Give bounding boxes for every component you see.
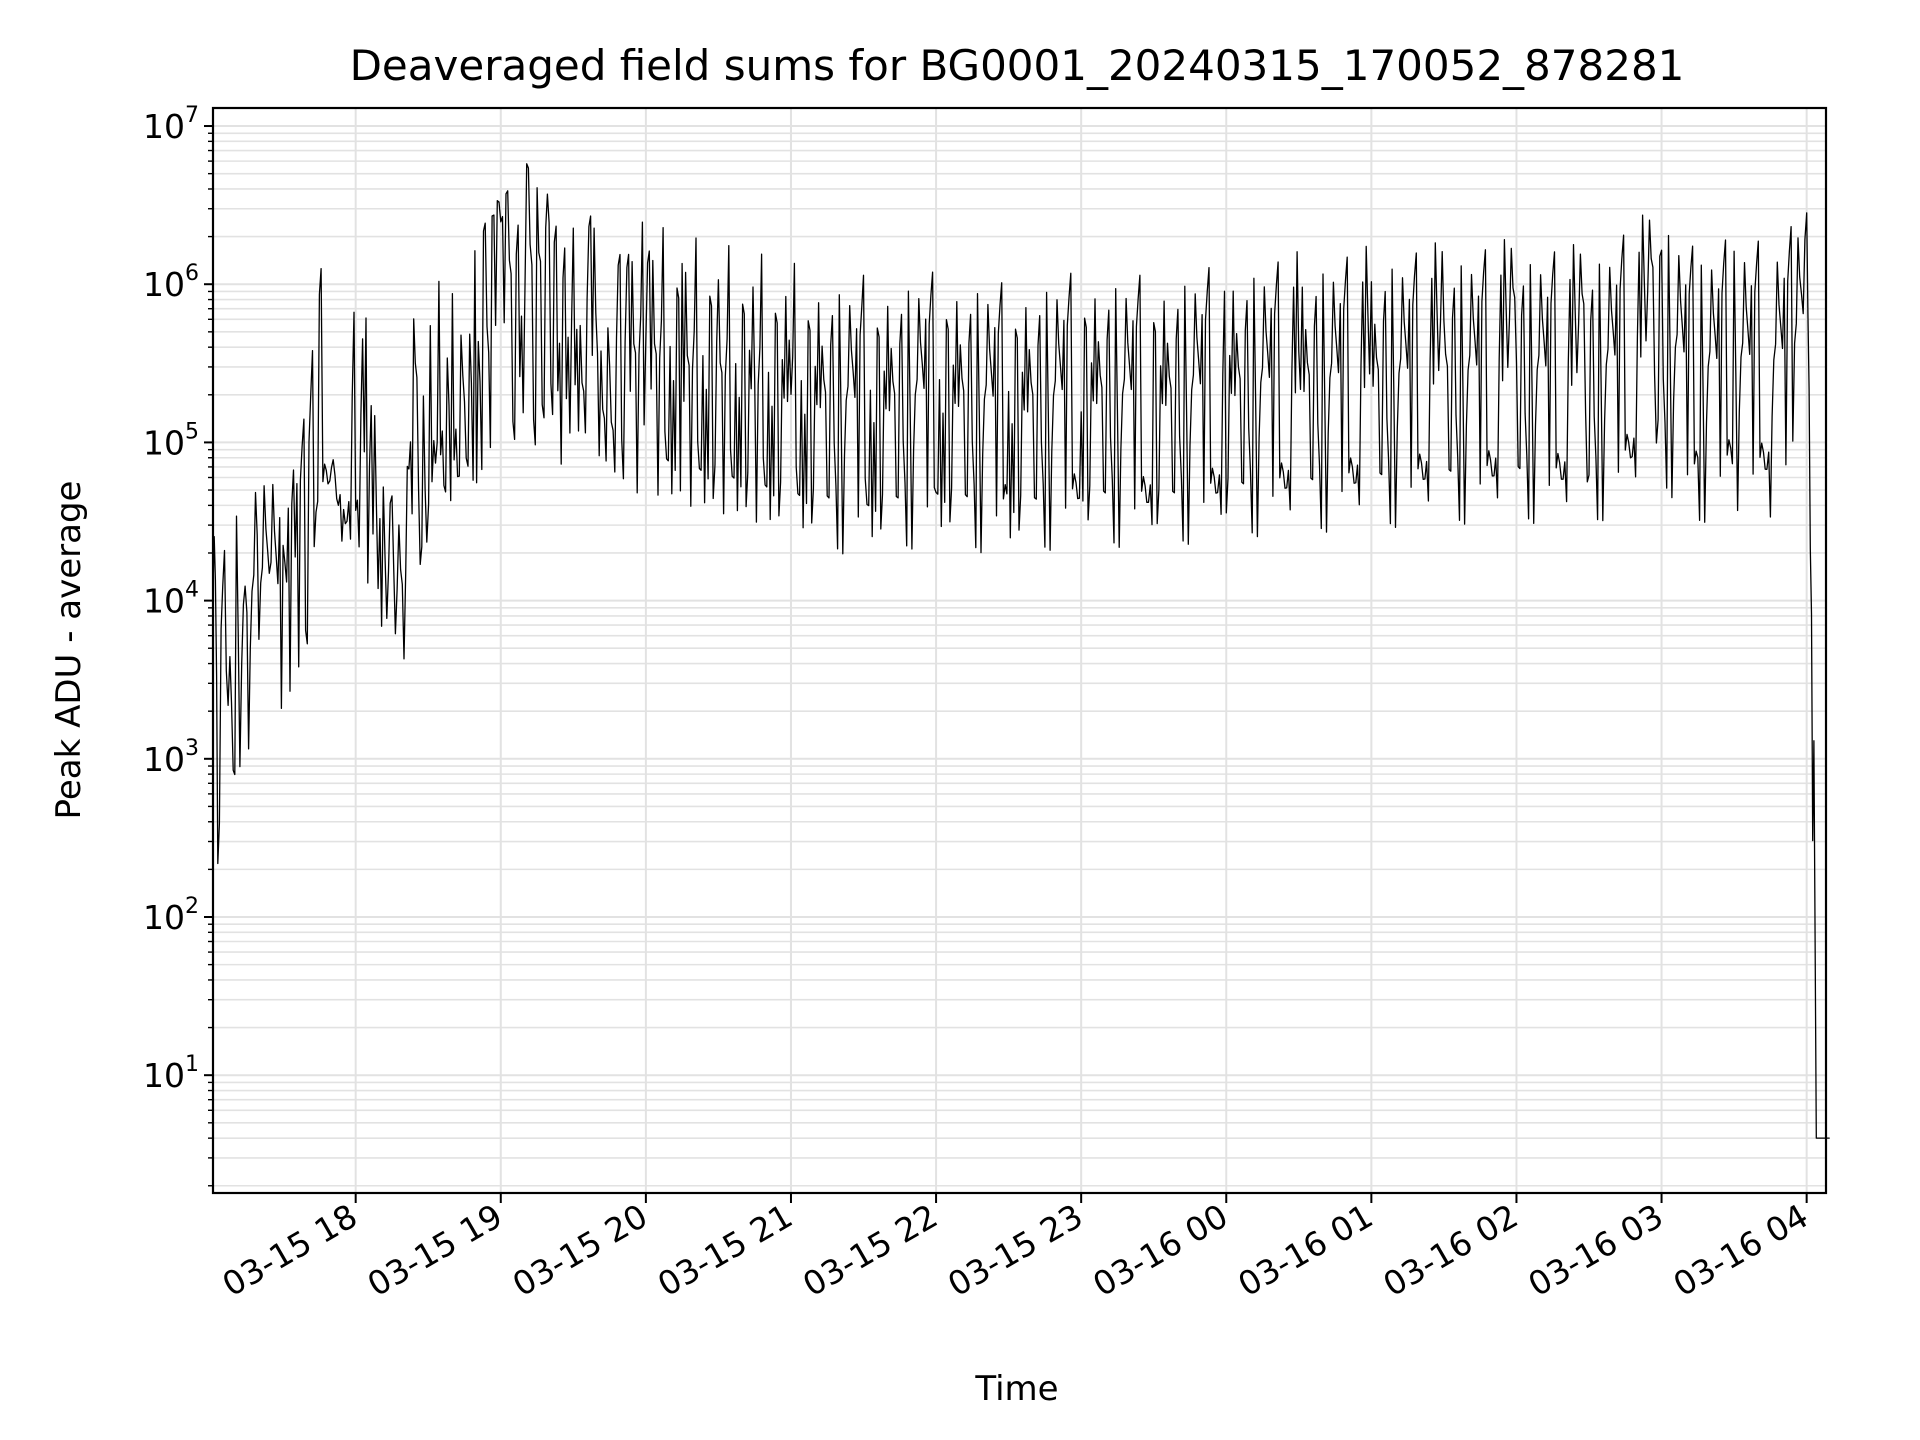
y-axis-title: Peak ADU - average [49, 481, 89, 820]
y-tick-label: 103 [143, 736, 199, 779]
y-tick-label: 101 [143, 1052, 199, 1095]
y-tick-labels: 101 102 103 104 105 106 107 [143, 103, 199, 1095]
grid [213, 108, 1826, 1193]
y-tick-label: 102 [143, 894, 199, 937]
y-tick-label: 104 [143, 578, 199, 621]
chart-title: Deaveraged field sums for BG0001_2024031… [350, 41, 1685, 90]
y-tick-label: 107 [143, 103, 199, 146]
y-tick-label: 105 [143, 419, 199, 462]
plot-frame [211, 106, 1828, 1195]
tick-marks [204, 125, 1808, 1203]
y-tick-label: 106 [143, 261, 199, 304]
series-line [212, 163, 1830, 1139]
series-layer [212, 163, 1830, 1139]
x-axis-title: Time [974, 1369, 1058, 1409]
